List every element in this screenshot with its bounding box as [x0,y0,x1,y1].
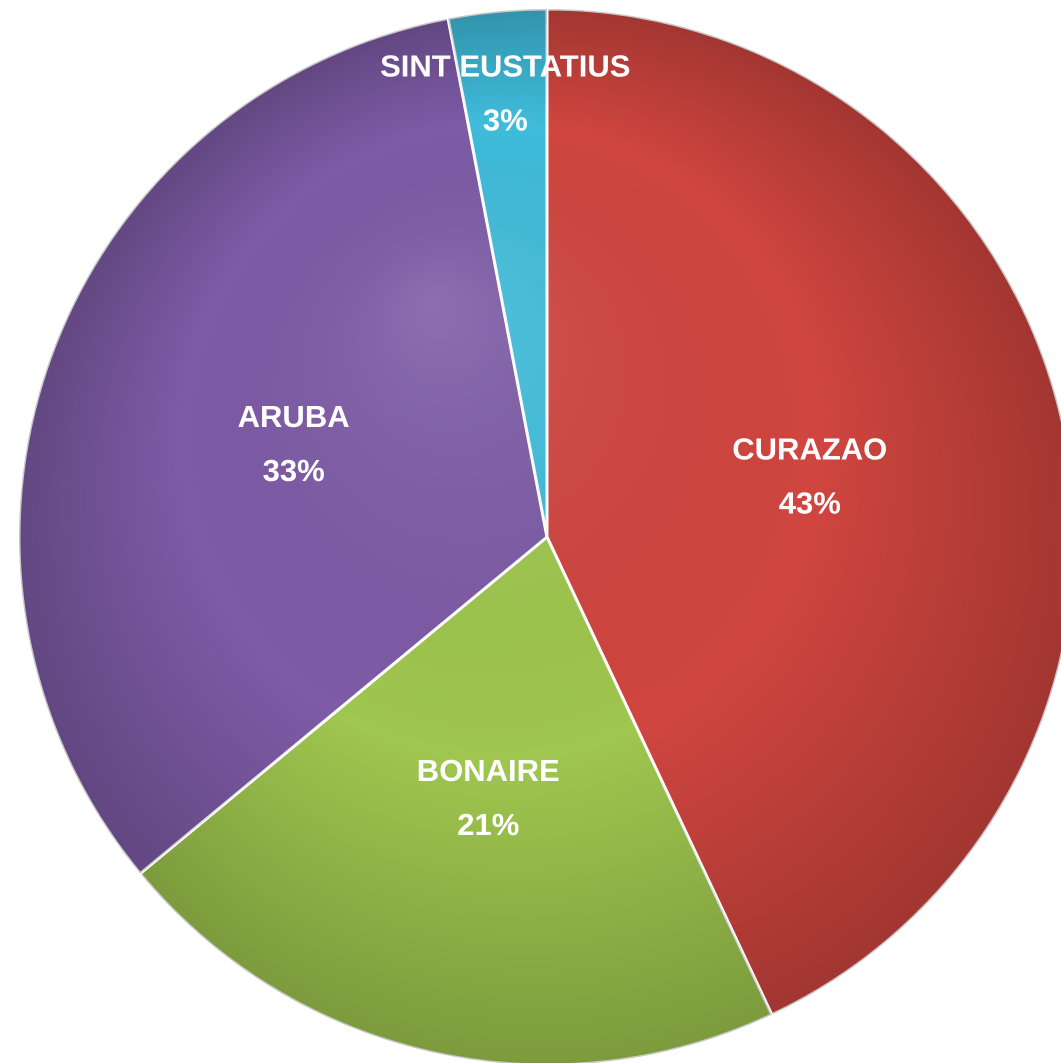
slice-label: SINT EUSTATIUS [380,49,630,84]
slice-value-label: 3% [483,103,528,138]
slices [17,7,1061,1063]
slice-value-label: 33% [263,453,325,488]
slice-label: CURAZAO [732,431,887,466]
slice-value-label: 43% [779,485,841,520]
slice-shade [140,537,772,1063]
labels: CURAZAO 43% BONAIRE 21% ARUBA 33% SINT EUSTATI… [238,49,888,842]
slice-shade [547,9,1061,1015]
slice-label: BONAIRE [417,753,560,788]
slice-shade [18,18,548,874]
slice-value-label: 21% [457,807,519,842]
slice-shade [448,9,547,537]
slice-label: ARUBA [238,399,350,434]
